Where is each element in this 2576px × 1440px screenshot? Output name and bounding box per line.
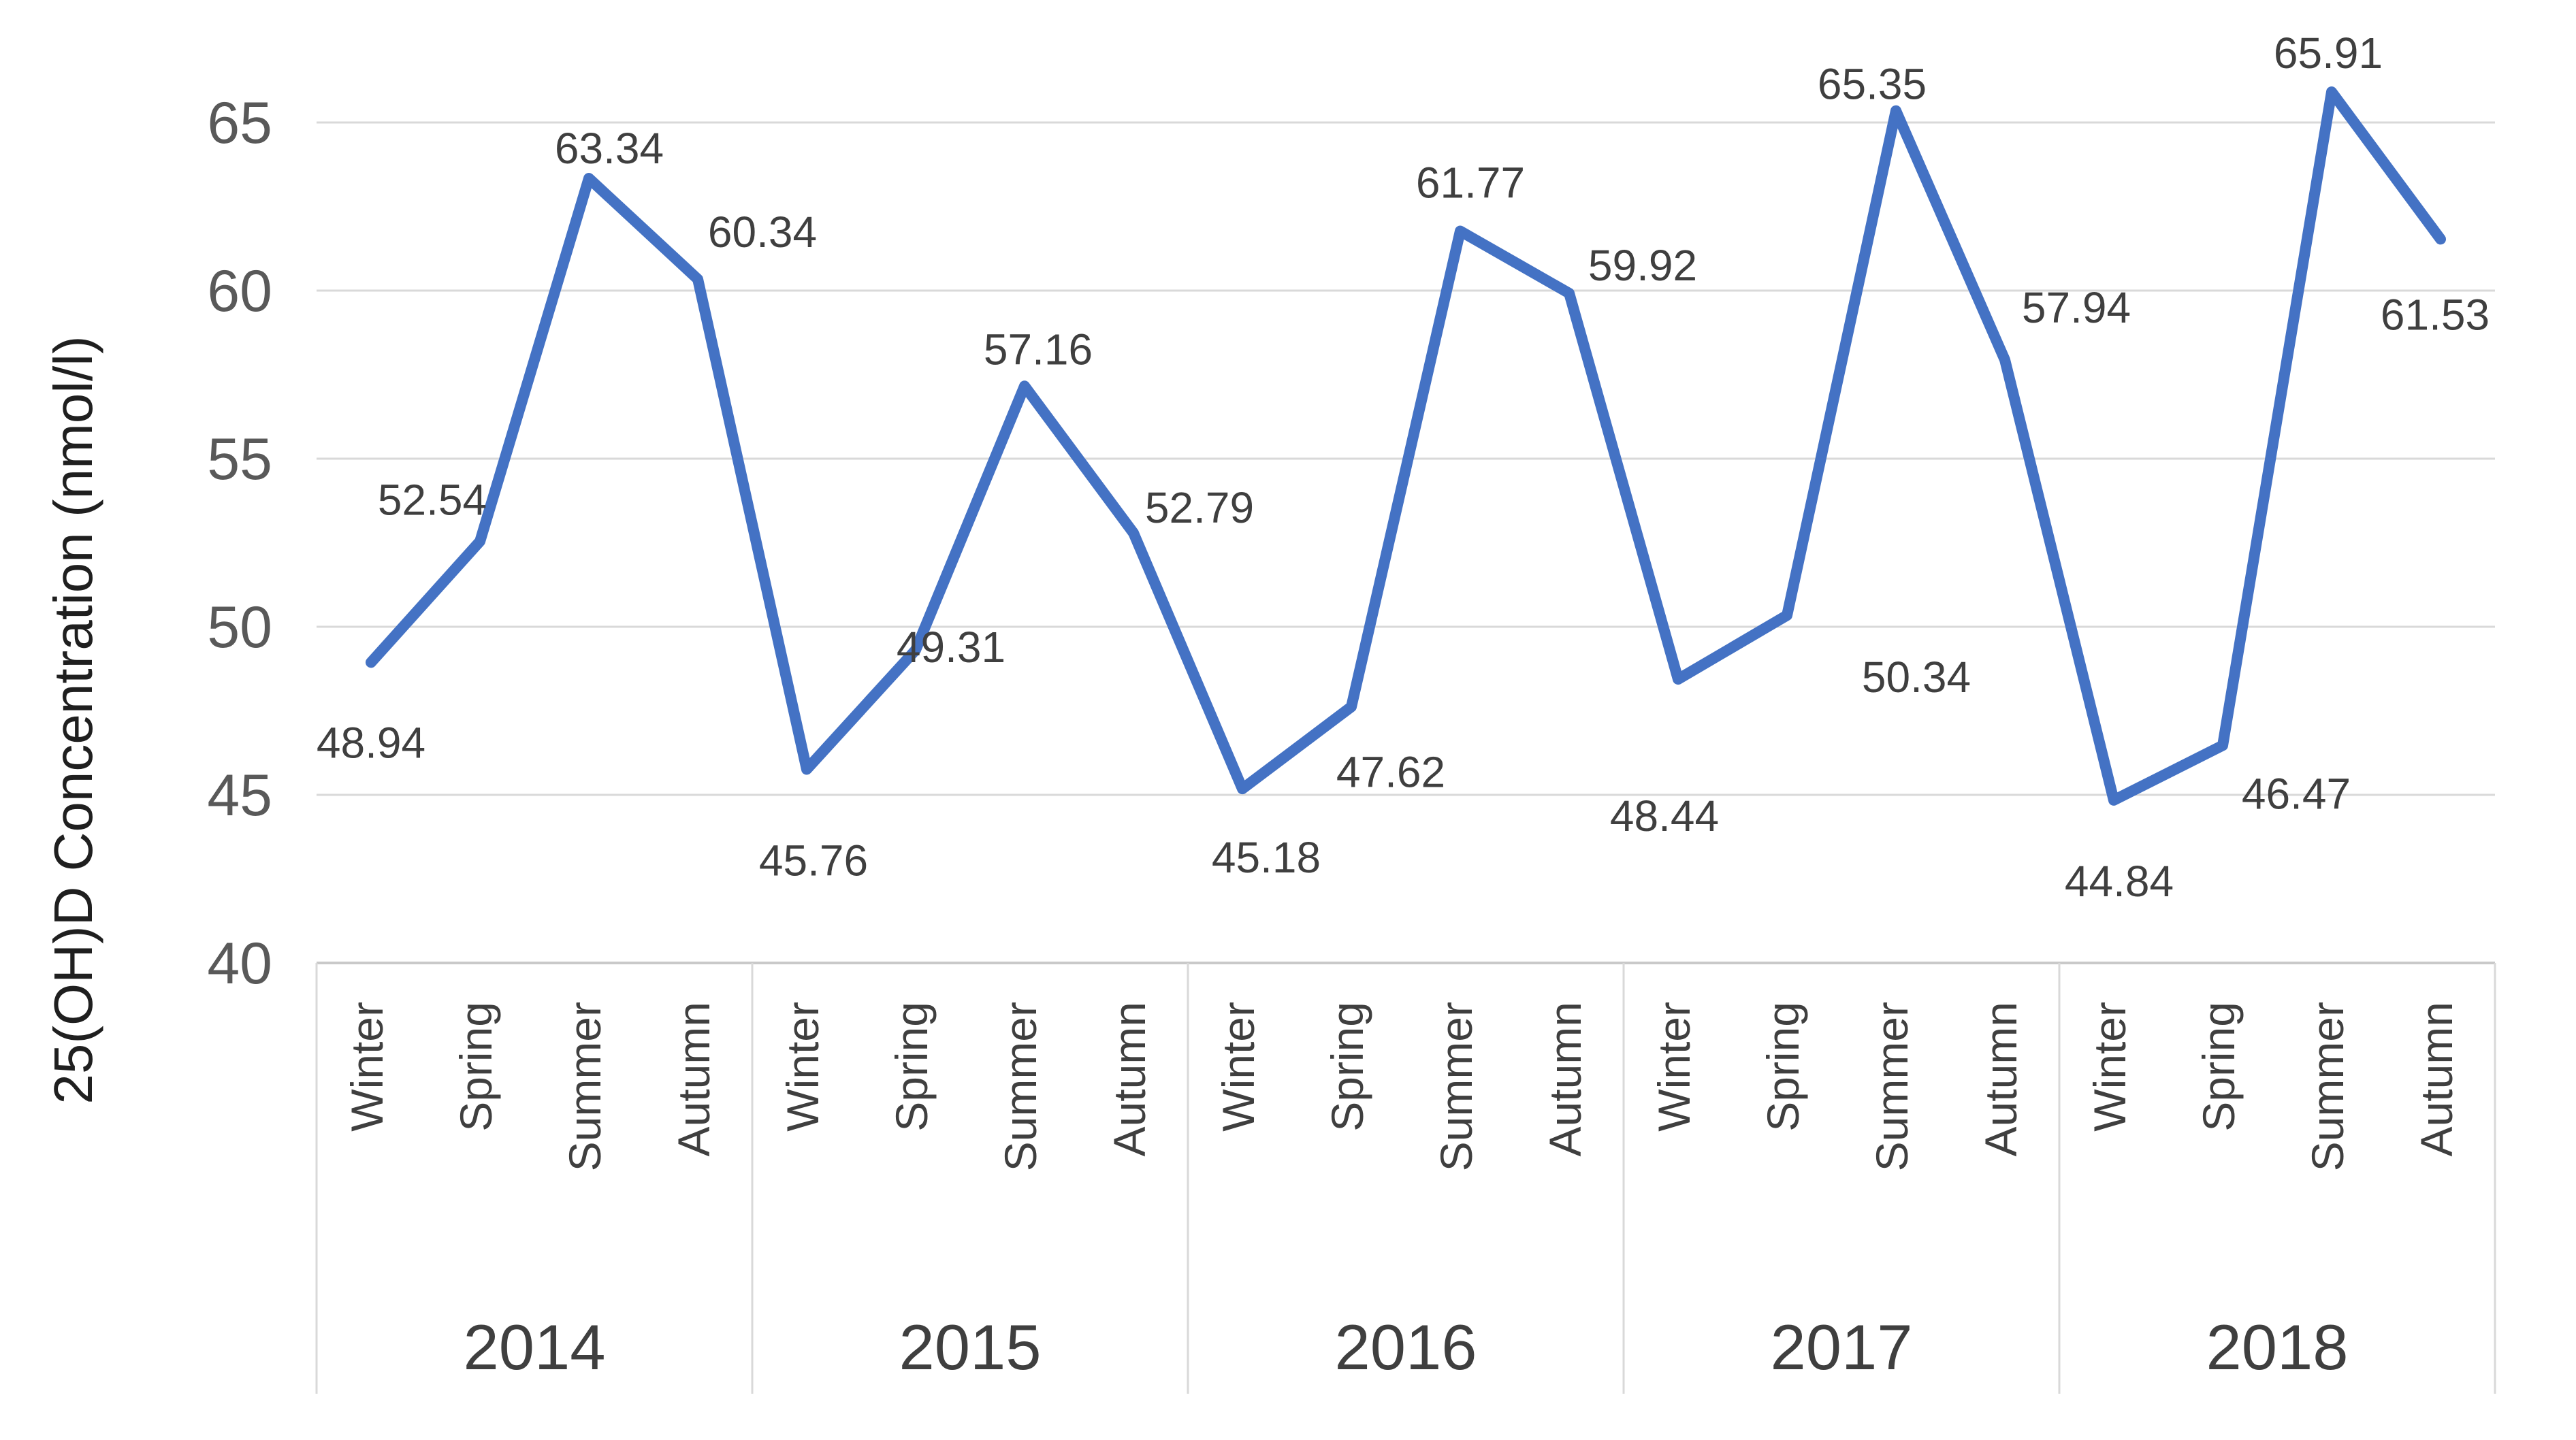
data-point-label: 59.92 xyxy=(1588,241,1697,290)
x-axis-category-table: Winter Spring Summer Autumn Winter Spring Summ… xyxy=(315,962,2496,1394)
data-point-label: 48.94 xyxy=(317,718,425,767)
data-point-label: 48.44 xyxy=(1610,791,1719,840)
season-label: Summer xyxy=(1431,1002,1481,1171)
year-label: 2016 xyxy=(1334,1311,1477,1383)
y-tick-label: 65 xyxy=(207,91,272,156)
year-label: 2018 xyxy=(2206,1311,2348,1383)
data-point-label: 57.94 xyxy=(2022,283,2131,332)
data-point-label: 45.18 xyxy=(1212,833,1321,882)
season-label: Winter xyxy=(342,1002,392,1132)
data-point-label: 60.34 xyxy=(708,208,817,257)
year-label: 2014 xyxy=(463,1311,605,1383)
data-point-label: 61.77 xyxy=(1416,159,1525,208)
data-point-label: 49.31 xyxy=(897,623,1005,672)
data-point-label: 46.47 xyxy=(2242,769,2351,818)
y-tick-label: 55 xyxy=(207,427,272,492)
season-label: Summer xyxy=(2302,1002,2353,1171)
y-axis-tick-labels: 40 45 50 55 60 65 xyxy=(207,91,272,996)
data-point-label: 63.34 xyxy=(555,124,664,173)
season-label: Spring xyxy=(1758,1002,1808,1132)
y-tick-label: 45 xyxy=(207,763,272,828)
season-label: Autumn xyxy=(1104,1002,1155,1156)
season-label: Spring xyxy=(451,1002,501,1132)
data-point-label: 52.54 xyxy=(378,476,487,525)
season-label: Autumn xyxy=(669,1002,719,1156)
data-point-label: 65.35 xyxy=(1818,60,1927,109)
data-point-label: 45.76 xyxy=(759,836,868,885)
data-point-label: 61.53 xyxy=(2381,290,2490,339)
data-point-label: 44.84 xyxy=(2065,857,2174,906)
season-label: Spring xyxy=(886,1002,937,1132)
season-label: Winter xyxy=(1213,1002,1263,1132)
y-tick-label: 60 xyxy=(207,259,272,324)
y-tick-label: 40 xyxy=(207,931,272,996)
season-label: Autumn xyxy=(2411,1002,2462,1156)
season-label: Autumn xyxy=(1976,1002,2026,1156)
data-point-label: 52.79 xyxy=(1145,483,1254,532)
y-axis-title: 25(OH)D Concentration (nmol/l) xyxy=(43,336,103,1104)
season-label: Winter xyxy=(777,1002,828,1132)
data-polyline xyxy=(366,86,2446,806)
year-label: 2015 xyxy=(899,1311,1041,1383)
y-tick-label: 50 xyxy=(207,595,272,660)
season-label: Summer xyxy=(995,1002,1046,1171)
season-label: Spring xyxy=(2193,1002,2244,1132)
year-label: 2017 xyxy=(1770,1311,1912,1383)
data-point-label: 57.16 xyxy=(984,325,1093,374)
data-point-label: 50.34 xyxy=(1862,653,1971,702)
season-label: Winter xyxy=(1649,1002,1699,1132)
data-series-line-group xyxy=(366,86,2446,806)
season-label: Spring xyxy=(1322,1002,1372,1132)
season-label: Autumn xyxy=(1540,1002,1590,1156)
data-point-label: 65.91 xyxy=(2274,29,2383,78)
season-label: Summer xyxy=(1867,1002,1917,1171)
season-label: Winter xyxy=(2084,1002,2135,1132)
data-point-labels: 48.94 52.54 63.34 60.34 45.76 49.31 57.16 52.79… xyxy=(317,29,2490,906)
y-axis-title-group: 25(OH)D Concentration (nmol/l) xyxy=(43,336,103,1104)
data-point-label: 47.62 xyxy=(1336,748,1445,797)
season-label: Summer xyxy=(560,1002,610,1171)
